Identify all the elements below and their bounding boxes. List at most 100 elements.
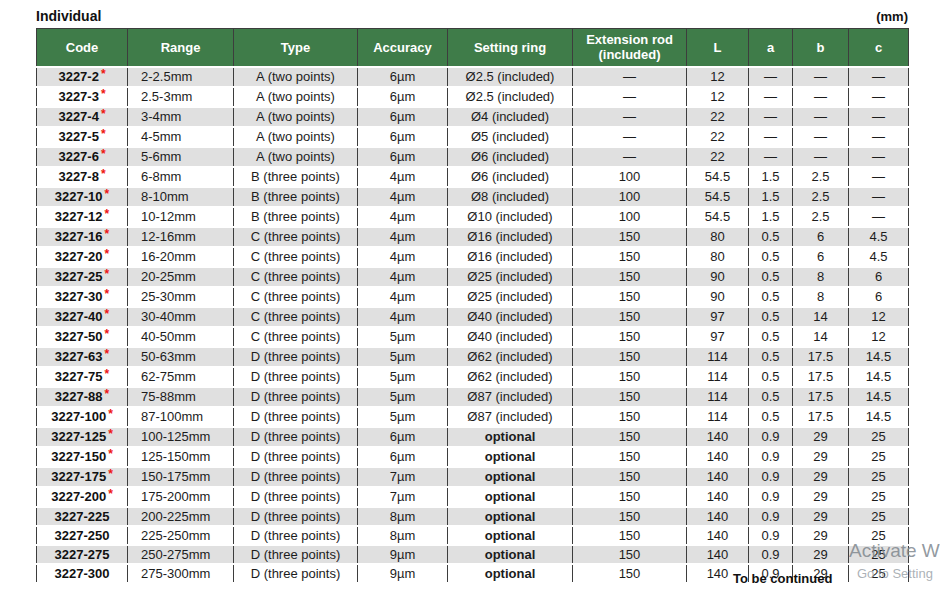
cell-accuracy: 6µm: [358, 127, 448, 147]
cell-b: —: [793, 127, 849, 147]
cell-b: 29: [793, 447, 849, 467]
cell-type: D (three points): [234, 545, 358, 564]
cell-c: —: [849, 127, 909, 147]
cell-c: —: [849, 207, 909, 227]
cell-setting_ring: optional: [448, 467, 573, 487]
cell-L: 12: [687, 67, 749, 87]
table-row: 3227-2*2-2.5mmA (two points)6µmØ2.5 (inc…: [37, 67, 909, 87]
asterisk-marker: *: [101, 107, 106, 121]
cell-type: D (three points): [234, 467, 358, 487]
cell-L: 114: [687, 367, 749, 387]
cell-code: 3227-6*: [37, 147, 128, 167]
cell-c: 25: [849, 564, 909, 583]
table-row: 3227-250225-250mmD (three points)8µmopti…: [37, 526, 909, 545]
cell-setting_ring: Ø8 (included): [448, 187, 573, 207]
table-row: 3227-200*175-200mmD (three points)7µmopt…: [37, 487, 909, 507]
cell-a: 1.5: [749, 187, 793, 207]
table-row: 3227-30*25-30mmC (three points)4µmØ25 (i…: [37, 287, 909, 307]
cell-setting_ring: optional: [448, 564, 573, 583]
cell-type: D (three points): [234, 487, 358, 507]
cell-code: 3227-100*: [37, 407, 128, 427]
cell-range: 250-275mm: [128, 545, 234, 564]
cell-type: C (three points): [234, 247, 358, 267]
cell-setting_ring: Ø4 (included): [448, 107, 573, 127]
cell-setting_ring: Ø25 (included): [448, 267, 573, 287]
cell-a: —: [749, 67, 793, 87]
asterisk-marker: *: [101, 127, 106, 141]
cell-c: —: [849, 187, 909, 207]
cell-setting_ring: Ø16 (included): [448, 247, 573, 267]
table-row: 3227-5*4-5mmA (two points)6µmØ5 (include…: [37, 127, 909, 147]
asterisk-marker: *: [105, 307, 110, 321]
cell-b: 17.5: [793, 407, 849, 427]
cell-accuracy: 5µm: [358, 327, 448, 347]
cell-a: 0.5: [749, 267, 793, 287]
table-row: 3227-40*30-40mmC (three points)4µmØ40 (i…: [37, 307, 909, 327]
product-code: 3227-16: [55, 229, 103, 244]
product-code: 3227-125: [51, 429, 106, 444]
cell-setting_ring: optional: [448, 526, 573, 545]
cell-L: 97: [687, 327, 749, 347]
cell-b: 2.5: [793, 207, 849, 227]
column-header-setting_ring: Setting ring: [448, 29, 573, 67]
cell-L: 90: [687, 287, 749, 307]
cell-extension_rod: 150: [573, 407, 687, 427]
cell-setting_ring: optional: [448, 545, 573, 564]
cell-range: 5-6mm: [128, 147, 234, 167]
asterisk-marker: *: [105, 227, 110, 241]
cell-range: 30-40mm: [128, 307, 234, 327]
column-header-b: b: [793, 29, 849, 67]
cell-setting_ring: optional: [448, 447, 573, 467]
product-code: 3227-5: [58, 129, 98, 144]
product-code: 3227-200: [51, 489, 106, 504]
cell-accuracy: 5µm: [358, 387, 448, 407]
table-row: 3227-3*2.5-3mmA (two points)6µmØ2.5 (inc…: [37, 87, 909, 107]
cell-extension_rod: 150: [573, 427, 687, 447]
cell-extension_rod: 150: [573, 487, 687, 507]
cell-setting_ring: Ø6 (included): [448, 147, 573, 167]
cell-setting_ring: Ø2.5 (included): [448, 67, 573, 87]
cell-c: —: [849, 167, 909, 187]
cell-accuracy: 9µm: [358, 545, 448, 564]
table-row: 3227-275250-275mmD (three points)9µmopti…: [37, 545, 909, 564]
cell-L: 90: [687, 267, 749, 287]
cell-code: 3227-4*: [37, 107, 128, 127]
cell-L: 140: [687, 487, 749, 507]
cell-range: 225-250mm: [128, 526, 234, 545]
cell-accuracy: 8µm: [358, 507, 448, 526]
cell-setting_ring: Ø2.5 (included): [448, 87, 573, 107]
cell-range: 175-200mm: [128, 487, 234, 507]
cell-type: C (three points): [234, 307, 358, 327]
cell-accuracy: 4µm: [358, 187, 448, 207]
cell-a: —: [749, 87, 793, 107]
cell-setting_ring: Ø40 (included): [448, 327, 573, 347]
cell-c: 14.5: [849, 387, 909, 407]
cell-code: 3227-300: [37, 564, 128, 583]
cell-c: —: [849, 67, 909, 87]
product-code: 3227-75: [55, 369, 103, 384]
cell-range: 20-25mm: [128, 267, 234, 287]
cell-b: 6: [793, 247, 849, 267]
table-row: 3227-88*75-88mmD (three points)5µmØ87 (i…: [37, 387, 909, 407]
cell-setting_ring: optional: [448, 487, 573, 507]
product-code: 3227-225: [55, 509, 110, 524]
cell-accuracy: 4µm: [358, 167, 448, 187]
asterisk-marker: *: [101, 87, 106, 101]
cell-L: 114: [687, 387, 749, 407]
cell-setting_ring: Ø5 (included): [448, 127, 573, 147]
cell-accuracy: 6µm: [358, 427, 448, 447]
cell-type: D (three points): [234, 427, 358, 447]
cell-extension_rod: 150: [573, 564, 687, 583]
table-row: 3227-225200-225mmD (three points)8µmopti…: [37, 507, 909, 526]
cell-range: 150-175mm: [128, 467, 234, 487]
cell-code: 3227-75*: [37, 367, 128, 387]
to-be-continued-note: To be continued: [733, 571, 832, 586]
cell-a: —: [749, 127, 793, 147]
cell-L: 140: [687, 427, 749, 447]
cell-L: 114: [687, 407, 749, 427]
cell-setting_ring: Ø40 (included): [448, 307, 573, 327]
cell-extension_rod: 150: [573, 307, 687, 327]
cell-type: C (three points): [234, 267, 358, 287]
cell-extension_rod: —: [573, 87, 687, 107]
table-row: 3227-175*150-175mmD (three points)7µmopt…: [37, 467, 909, 487]
